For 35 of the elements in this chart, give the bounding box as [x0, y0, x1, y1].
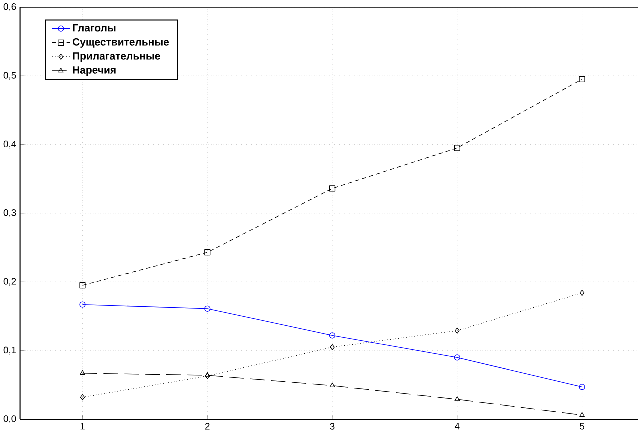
legend-label: Прилагательные: [73, 52, 160, 62]
y-tick-label: 0,6: [4, 3, 16, 12]
point: [204, 249, 211, 256]
point: [329, 186, 336, 192]
point: [580, 290, 585, 296]
x-tick-label: 5: [580, 423, 585, 430]
point: [455, 328, 460, 334]
point: [80, 370, 86, 375]
point: [80, 394, 86, 400]
y-tick-label: 0,4: [4, 140, 16, 148]
point: [204, 372, 210, 378]
x-tick-label: 3: [330, 423, 335, 430]
y-tick-label: 0,5: [4, 72, 16, 80]
point: [204, 306, 211, 312]
point: [579, 384, 586, 390]
point: [454, 396, 460, 402]
y-tick-label: 0,3: [4, 209, 16, 218]
y-tick-label: 0,1: [4, 346, 16, 355]
point: [329, 332, 336, 339]
x-tick-label: 2: [205, 423, 210, 430]
point: [205, 373, 210, 380]
legend-label: Существительные: [72, 38, 170, 48]
x-tick-label: 1: [80, 423, 85, 430]
legend-label: Наречия: [73, 66, 116, 76]
x-tick-label: 4: [454, 423, 460, 430]
point: [454, 144, 460, 152]
point: [454, 354, 460, 361]
y-tick-label: 0,2: [4, 278, 16, 286]
point: [330, 344, 335, 350]
y-tick-label: 0,0: [4, 415, 16, 424]
point: [80, 282, 86, 288]
legend-label: Глаголы: [73, 24, 116, 32]
point: [579, 76, 586, 82]
point: [80, 302, 86, 308]
point: [330, 382, 336, 388]
